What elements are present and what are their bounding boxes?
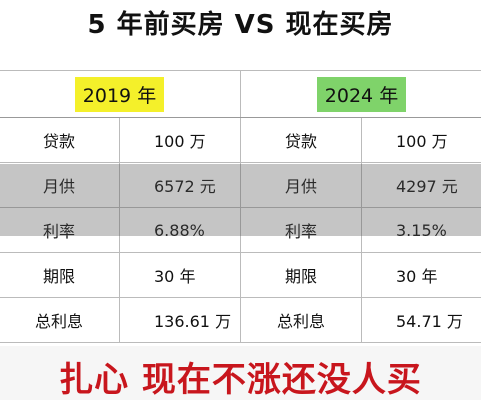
year-header: 2019 年 [74,76,165,112]
row-value: 54.71 万 [361,297,481,343]
row-label: 总利息 [0,297,120,343]
row-value: 100 万 [361,117,481,163]
row-label: 月供 [240,162,362,208]
row-value: 30 年 [119,252,241,298]
row-value: 30 年 [361,252,481,298]
header-cell: 2019 年 [0,70,241,118]
row-value: 4297 元 [361,162,481,208]
header-row: 2019 年 2024 年 [0,70,481,118]
row-value: 100 万 [119,117,241,163]
table-row: 总利息 136.61 万总利息 54.71 万 [0,297,481,343]
table-row: 贷款 100 万贷款 100 万 [0,117,481,163]
comparison-table: 2019 年 2024 年 贷款 100 万贷款 100 万月供 6572 元月供 42… [0,70,481,343]
row-label: 总利息 [240,297,362,343]
banner-text: 扎心 现在不涨还没人买 [59,360,422,400]
title: 5 年前买房 VS 现在买房 [87,10,394,40]
overlay-band [0,164,481,236]
table-row: 期限 30 年期限 30 年 [0,252,481,298]
row-label: 利率 [240,207,362,253]
row-label: 期限 [0,252,120,298]
table-row: 利率 6.88% 利率 3.15% [0,207,481,253]
header-cell: 2024 年 [240,70,481,118]
row-label: 贷款 [240,117,362,163]
row-value: 3.15% [361,207,481,253]
table-row: 月供 6572 元月供 4297 元 [0,162,481,208]
row-label: 期限 [240,252,362,298]
row-label: 贷款 [0,117,120,163]
year-header: 2024 年 [316,76,407,112]
banner-bg [0,346,481,400]
row-value: 136.61 万 [119,297,241,343]
row-label: 月供 [0,162,120,208]
